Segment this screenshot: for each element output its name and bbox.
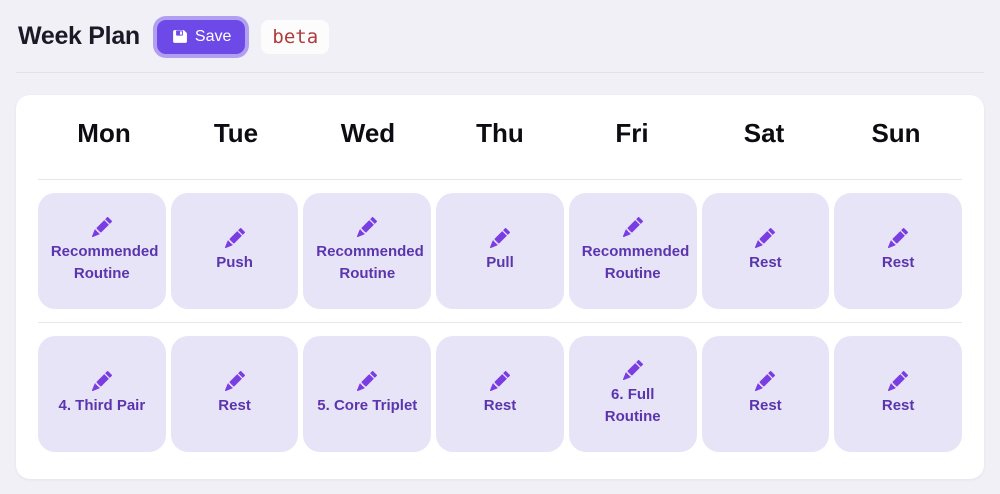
day-header-tue: Tue [213,118,259,148]
plan-cell-label: Push [216,254,253,271]
week-plan-card: Mon Tue Wed Thu Fri Sat Sun Recommended Routin… [16,95,984,479]
row-divider [38,179,962,180]
plan-row-2: 4. Third Pair Rest 5. Core Triplet Rest 6. F… [38,336,962,452]
plan-cell-label: 4. Third Pair [58,397,146,414]
plan-cell[interactable]: Recommended Routine [568,193,697,309]
day-header-thu: Thu [476,118,524,148]
plan-cell-label: Pull [486,254,514,271]
plan-cell[interactable]: Rest [834,336,962,452]
pencil-icon [755,227,776,248]
floppy-disk-icon [171,28,188,45]
save-button-label: Save [194,27,232,45]
plan-cell[interactable]: Rest [834,193,962,309]
day-header-wed: Wed [340,118,396,148]
pencil-icon [357,216,378,237]
day-header-sat: Sat [743,118,785,148]
plan-cell-label: Rest [749,397,782,414]
plan-cell-label: 6. Full Routine [604,386,661,425]
row-divider [38,322,962,323]
page-title: Week Plan [18,22,140,50]
pencil-icon [91,370,112,391]
plan-row-1: Recommended Routine Push Recommended Routi… [38,193,962,309]
plan-cell[interactable]: Rest [436,336,564,452]
pencil-icon [888,370,909,391]
plan-cell-label: Rest [881,254,915,271]
plan-cell[interactable]: Rest [701,193,830,309]
plan-cell[interactable]: 4. Third Pair [38,336,166,452]
pencil-icon [489,227,510,248]
pencil-icon [755,370,776,391]
plan-cell-label: Rest [749,254,782,271]
plan-cell-label: Recommended Routine [581,243,690,282]
plan-cell-label: Rest [483,397,517,414]
plan-cell-label: 5. Core Triplet [317,397,418,414]
pencil-icon [888,227,909,248]
pencil-icon [91,216,112,237]
beta-badge: beta [261,19,330,54]
plan-cell[interactable]: Recommended Routine [303,193,432,309]
save-button[interactable]: Save [156,19,246,54]
pencil-icon [489,370,510,391]
plan-cell-label: Recommended Routine [50,243,159,282]
plan-cell-label: Rest [881,397,915,414]
plan-cell[interactable]: Recommended Routine [38,193,166,309]
pencil-icon [622,359,643,380]
plan-cell[interactable]: 5. Core Triplet [303,336,432,452]
pencil-icon [224,227,245,248]
plan-cell[interactable]: Rest [701,336,830,452]
day-header-sun: Sun [871,118,921,148]
header-divider [16,72,984,73]
pencil-icon [622,216,643,237]
plan-cell[interactable]: Push [170,193,299,309]
day-header-fri: Fri [615,118,649,148]
plan-cell[interactable]: Pull [436,193,564,309]
pencil-icon [357,370,378,391]
day-header-row: Mon Tue Wed Thu Fri Sat Sun [38,117,962,179]
plan-cell-label: Recommended Routine [316,243,424,282]
page-header: Week Plan Save beta [0,0,1000,58]
day-header-mon: Mon [77,118,131,148]
plan-cell-label: Rest [218,397,251,414]
plan-cell[interactable]: 6. Full Routine [568,336,697,452]
plan-cell[interactable]: Rest [170,336,299,452]
pencil-icon [224,370,245,391]
